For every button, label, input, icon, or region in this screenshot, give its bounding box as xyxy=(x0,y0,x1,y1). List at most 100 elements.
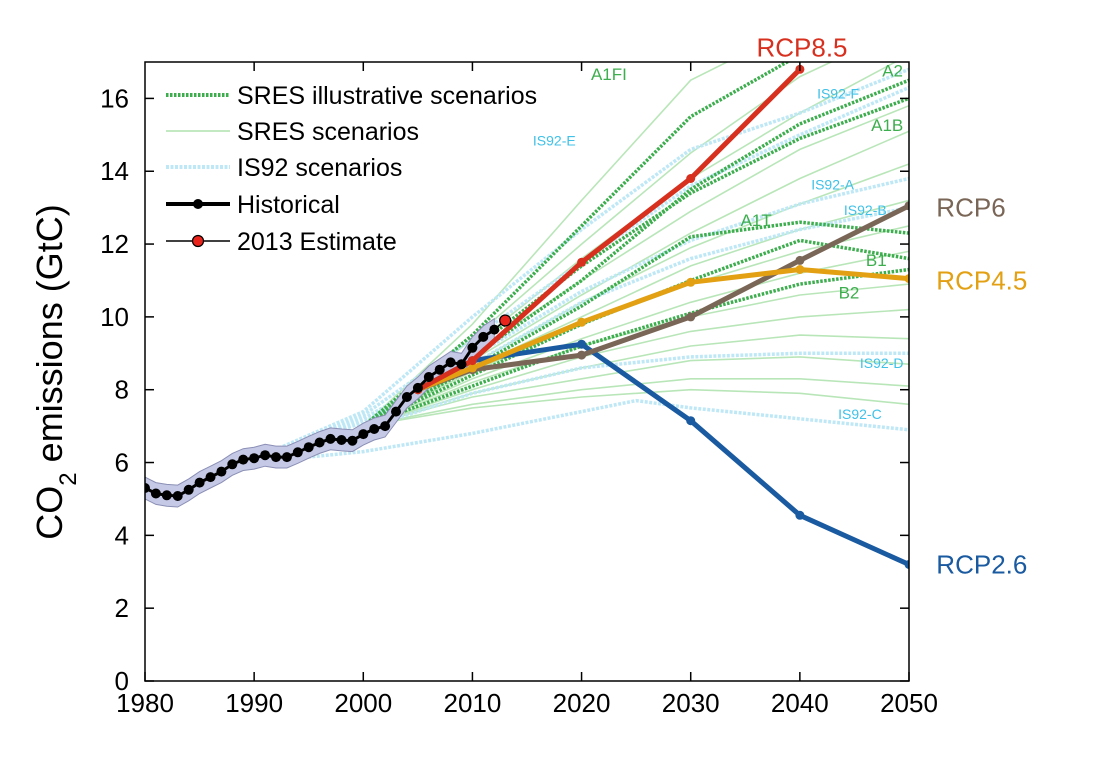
historical-point-1997 xyxy=(325,433,336,444)
historical-series xyxy=(145,314,512,501)
y-tick-label-12: 12 xyxy=(100,229,129,259)
historical-point-1985 xyxy=(194,477,205,488)
sres-illustrative-line-a1b xyxy=(362,96,909,428)
sres-illustrative-line-a2 xyxy=(362,78,909,428)
sres-scenario-line-1 xyxy=(362,62,729,427)
rcp-line-rcp4-5 xyxy=(416,267,909,393)
y-tick-label-16: 16 xyxy=(100,83,129,113)
rcp-point-rcp2-6-2050 xyxy=(904,560,909,569)
axes xyxy=(144,61,910,682)
plot-frame xyxy=(144,61,910,682)
scenario-label-is92-b: IS92-B xyxy=(844,202,887,218)
historical-point-1996 xyxy=(314,437,325,448)
x-tick-label-1990: 1990 xyxy=(225,688,283,718)
rcp-point-rcp8-5-2010 xyxy=(467,356,477,366)
rcp-point-rcp4-5-2030 xyxy=(686,277,696,287)
is92-line-is92-c xyxy=(253,398,909,465)
scenario-label-is92-e: IS92-E xyxy=(533,133,576,149)
y-tick-label-8: 8 xyxy=(115,375,129,405)
scenario-label-is92-c: IS92-C xyxy=(838,406,882,422)
historical-point-1987 xyxy=(216,466,227,477)
legend-label-estimate: 2013 Estimate xyxy=(237,228,397,256)
historical-point-1988 xyxy=(227,459,238,470)
x-tick-label-2030: 2030 xyxy=(662,688,720,718)
sres-illustrative-lines xyxy=(362,62,909,428)
scenario-label-a1b: A1B xyxy=(871,116,903,135)
y-tick-label-6: 6 xyxy=(115,448,129,478)
plot-area xyxy=(145,62,909,569)
historical-point-2009 xyxy=(456,359,467,370)
rcp-point-rcp6-2050 xyxy=(904,201,909,211)
rcp-label-rcp8-5: RCP8.5 xyxy=(756,32,847,62)
rcp-label-rcp6: RCP6 xyxy=(936,193,1005,223)
sres-illustrative-line-a1fi xyxy=(362,62,791,428)
historical-point-2005 xyxy=(412,382,423,393)
y-axis-label-main: CO xyxy=(29,486,70,540)
scenario-label-is92-d: IS92-D xyxy=(860,355,904,371)
x-tick-label-2020: 2020 xyxy=(553,688,611,718)
historical-point-2010 xyxy=(467,342,478,353)
legend-label-sres: SRES scenarios xyxy=(237,118,419,146)
is92-line-is92-b xyxy=(253,205,909,461)
sres-scenario-line-15 xyxy=(363,388,909,427)
scenario-labels: A1FI A2 A1B A1T B1 B2 IS92-F IS92-E IS92-A IS92-B… xyxy=(533,62,904,422)
historical-point-2011 xyxy=(478,331,489,342)
historical-point-1991 xyxy=(260,450,271,461)
sres-illustrative-line-b1 xyxy=(362,238,909,428)
sres-illustrative-line-a1t xyxy=(362,220,909,428)
scenario-label-a2: A2 xyxy=(882,62,903,81)
scenario-label-a1t: A1T xyxy=(741,211,772,230)
is92-line-is92-e xyxy=(253,67,909,461)
rcp-point-rcp4-5-2020 xyxy=(577,317,587,327)
historical-point-2007 xyxy=(434,364,445,375)
rcp-point-rcp6-2030 xyxy=(686,312,696,322)
historical-point-1980 xyxy=(145,483,150,493)
rcp-point-rcp2-6-2020 xyxy=(577,339,587,349)
scenario-label-b1: B1 xyxy=(866,251,887,270)
historical-point-2001 xyxy=(369,424,380,434)
rcp-point-rcp8-5-2020 xyxy=(577,257,587,267)
scenario-label-a1fi: A1FI xyxy=(591,65,627,84)
y-axis-ticks: 0 2 4 6 8 10 12 14 16 xyxy=(100,83,909,696)
historical-point-1993 xyxy=(281,452,292,463)
historical-point-1982 xyxy=(161,490,172,501)
x-tick-label-1980: 1980 xyxy=(116,688,174,718)
historical-point-2004 xyxy=(401,392,412,402)
historical-point-2002 xyxy=(380,421,391,432)
historical-point-1984 xyxy=(183,484,194,495)
rcp-point-rcp2-6-2030 xyxy=(686,416,696,426)
legend-marker-estimate xyxy=(191,234,205,248)
scenario-label-is92-a: IS92-A xyxy=(811,176,854,192)
sres-scenario-line-13 xyxy=(363,356,909,427)
x-axis-ticks: 1980 1990 2000 2010 2020 2030 2040 2050 xyxy=(116,62,938,718)
historical-point-1999 xyxy=(347,435,358,446)
x-tick-label-2050: 2050 xyxy=(880,688,938,718)
rcp-point-rcp8-5-2030 xyxy=(686,174,696,183)
historical-point-2003 xyxy=(391,406,401,417)
historical-point-1986 xyxy=(205,472,216,483)
sres-scenario-line-10 xyxy=(363,283,909,427)
historical-point-1990 xyxy=(249,453,260,464)
y-axis-label-rest: emissions (GtC) xyxy=(29,204,70,472)
rcp-point-rcp6-2020 xyxy=(577,350,587,360)
scenario-label-is92-f: IS92-F xyxy=(817,85,859,101)
rcp-label-rcp4-5: RCP4.5 xyxy=(936,266,1027,296)
historical-point-1998 xyxy=(336,435,347,445)
historical-point-1981 xyxy=(150,488,161,499)
y-tick-label-4: 4 xyxy=(115,520,129,550)
historical-point-1989 xyxy=(238,454,249,465)
sres-scenario-line-11 xyxy=(363,308,909,427)
sres-scenario-lines xyxy=(362,62,909,427)
legend-label-is92: IS92 scenarios xyxy=(237,154,402,182)
x-tick-label-2040: 2040 xyxy=(771,688,829,718)
is92-line-is92-a xyxy=(253,176,909,461)
y-axis-label-sub: 2 xyxy=(55,472,82,485)
rcp-point-rcp4-5-2050 xyxy=(904,274,909,284)
rcp-point-rcp6-2040 xyxy=(795,255,805,265)
sres-illustrative-line-b2 xyxy=(362,267,909,428)
y-tick-label-10: 10 xyxy=(100,302,129,332)
scenario-label-b2: B2 xyxy=(839,284,860,303)
legend-label-historical: Historical xyxy=(237,191,340,219)
